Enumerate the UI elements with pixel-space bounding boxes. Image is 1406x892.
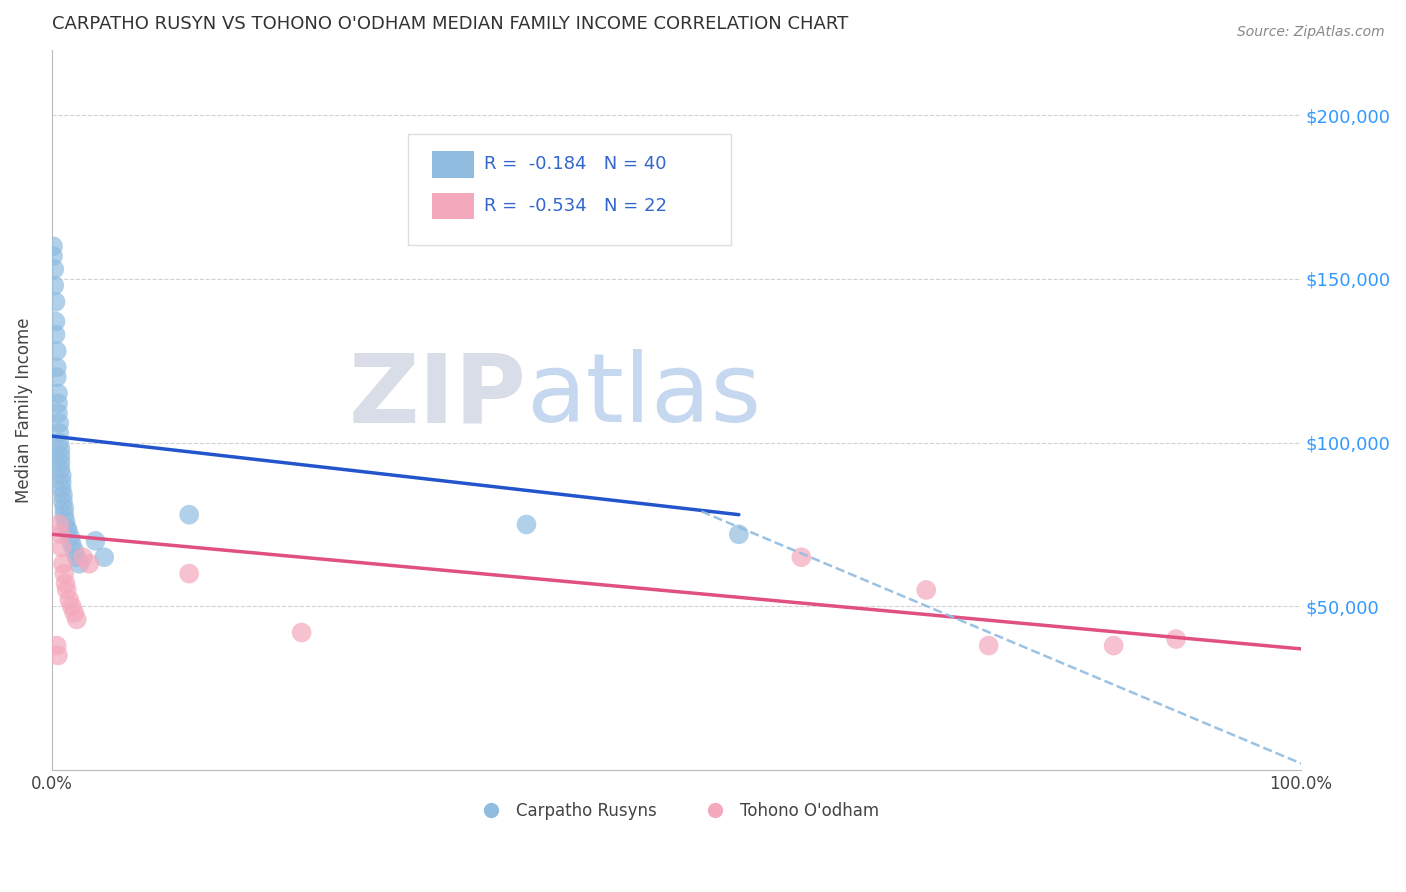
- Point: [915, 582, 938, 597]
- Point: [45, 639, 67, 653]
- Point: [49, 455, 72, 469]
- Point: [55, 521, 77, 535]
- Point: [67, 557, 90, 571]
- Point: [60, 537, 83, 551]
- Point: [48, 416, 70, 430]
- Point: [48, 517, 70, 532]
- Text: atlas: atlas: [526, 349, 762, 442]
- Point: [291, 625, 314, 640]
- Y-axis label: Median Family Income: Median Family Income: [15, 318, 32, 503]
- Point: [63, 543, 86, 558]
- Point: [46, 648, 69, 663]
- Point: [1102, 639, 1125, 653]
- Point: [77, 557, 100, 571]
- Point: [52, 557, 75, 571]
- Point: [49, 527, 72, 541]
- Point: [48, 425, 70, 440]
- Point: [58, 592, 80, 607]
- Point: [52, 494, 75, 508]
- Point: [66, 612, 89, 626]
- Point: [84, 533, 107, 548]
- Point: [59, 531, 82, 545]
- Point: [45, 343, 67, 358]
- Point: [44, 314, 66, 328]
- Point: [51, 482, 73, 496]
- Point: [46, 396, 69, 410]
- Point: [49, 462, 72, 476]
- Point: [45, 360, 67, 375]
- Point: [48, 435, 70, 450]
- Point: [49, 442, 72, 457]
- Point: [49, 449, 72, 463]
- Text: Source: ZipAtlas.com: Source: ZipAtlas.com: [1237, 25, 1385, 39]
- Point: [44, 278, 66, 293]
- Text: R =  -0.184   N = 40: R = -0.184 N = 40: [484, 155, 666, 173]
- Point: [42, 239, 65, 253]
- Text: CARPATHO RUSYN VS TOHONO O'ODHAM MEDIAN FAMILY INCOME CORRELATION CHART: CARPATHO RUSYN VS TOHONO O'ODHAM MEDIAN …: [52, 15, 848, 33]
- Point: [55, 514, 77, 528]
- Point: [56, 524, 79, 538]
- Point: [46, 406, 69, 420]
- Point: [51, 468, 73, 483]
- Point: [93, 550, 115, 565]
- Point: [63, 606, 86, 620]
- Point: [66, 550, 89, 565]
- Point: [51, 475, 73, 489]
- Point: [44, 294, 66, 309]
- Point: [42, 249, 65, 263]
- Point: [790, 550, 813, 565]
- Point: [51, 541, 73, 555]
- Point: [72, 550, 94, 565]
- Point: [53, 501, 76, 516]
- Point: [179, 566, 201, 581]
- Point: [52, 488, 75, 502]
- Legend: Carpatho Rusyns, Tohono O'odham: Carpatho Rusyns, Tohono O'odham: [467, 795, 886, 827]
- Text: R =  -0.534   N = 22: R = -0.534 N = 22: [484, 197, 666, 215]
- Point: [46, 386, 69, 401]
- Point: [977, 639, 1000, 653]
- Text: ZIP: ZIP: [349, 349, 526, 442]
- Point: [44, 262, 66, 277]
- Point: [60, 599, 83, 614]
- Point: [515, 517, 537, 532]
- Point: [727, 527, 749, 541]
- Point: [53, 508, 76, 522]
- Point: [55, 582, 77, 597]
- Point: [179, 508, 201, 522]
- Point: [53, 566, 76, 581]
- Point: [44, 327, 66, 342]
- Point: [45, 370, 67, 384]
- Point: [55, 576, 77, 591]
- Point: [1164, 632, 1187, 646]
